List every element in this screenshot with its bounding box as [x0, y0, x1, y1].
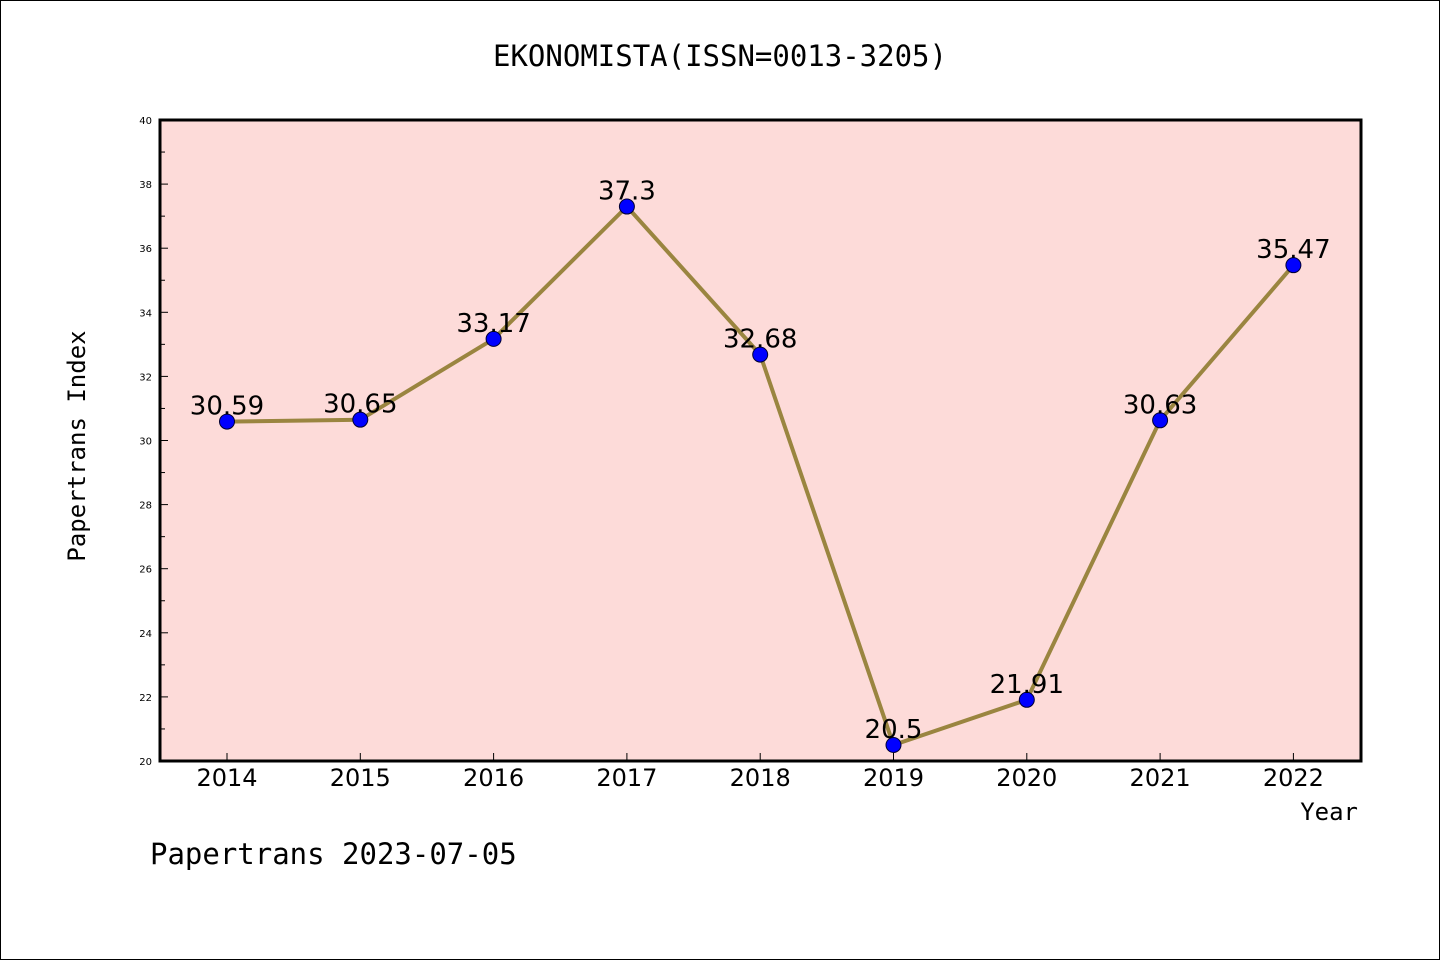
data-point: [1152, 412, 1169, 429]
data-points: [219, 198, 1302, 753]
data-point: [752, 346, 769, 363]
data-label: 30.63: [1123, 390, 1197, 420]
y-tick-label: 40: [139, 116, 152, 127]
data-point: [1018, 691, 1035, 708]
y-tick-label: 38: [139, 180, 152, 191]
data-label: 35.47: [1256, 235, 1330, 265]
x-tick-label: 2019: [863, 764, 924, 792]
y-tick-label: 34: [139, 308, 152, 319]
x-tick-label: 2015: [330, 764, 391, 792]
data-point: [352, 411, 369, 428]
data-point: [485, 330, 502, 347]
data-label: 21.91: [990, 670, 1064, 700]
y-tick-label: 36: [139, 244, 152, 255]
data-point: [1285, 257, 1302, 274]
footer-text: Papertrans 2023-07-05: [150, 837, 517, 871]
x-tick-label: 2016: [463, 764, 524, 792]
x-tick-label: 2014: [196, 764, 257, 792]
x-tick-label: 2018: [730, 764, 791, 792]
y-tick-label: 32: [139, 372, 152, 383]
y-tick-label: 28: [139, 501, 152, 512]
x-axis: 2014 2015 2016 2017 2018 2019 2020 2021 2022: [196, 753, 1324, 792]
x-axis-label: Year: [1300, 798, 1358, 826]
chart-title: EKONOMISTA(ISSN=0013-3205): [493, 39, 947, 73]
x-tick-label: 2020: [996, 764, 1057, 792]
plot-area: [158, 118, 1363, 763]
x-tick-label: 2021: [1130, 764, 1191, 792]
data-point: [618, 198, 635, 215]
data-labels: 30.59 30.65 33.17 37.3 32.68 20.5 21.91 30.63 35…: [190, 177, 1331, 745]
y-tick-label: 30: [139, 437, 152, 448]
y-tick-label: 24: [139, 629, 152, 640]
y-axis-label: Papertrans Index: [63, 330, 91, 561]
x-tick-label: 2017: [596, 764, 657, 792]
data-label: 37.3: [598, 177, 656, 207]
data-point: [885, 736, 902, 753]
data-label: 30.65: [323, 390, 397, 420]
y-tick-label: 22: [139, 693, 152, 704]
data-label: 33.17: [456, 309, 530, 339]
data-label: 32.68: [723, 325, 797, 355]
y-tick-label: 26: [139, 565, 152, 576]
data-label: 30.59: [190, 392, 264, 422]
y-axis: 20 22 24 26 28 30 32 34 36 38 40: [139, 116, 168, 768]
data-label: 20.5: [865, 715, 923, 745]
data-point: [219, 413, 235, 430]
x-tick-label: 2022: [1263, 764, 1324, 792]
y-tick-label: 20: [139, 757, 152, 768]
